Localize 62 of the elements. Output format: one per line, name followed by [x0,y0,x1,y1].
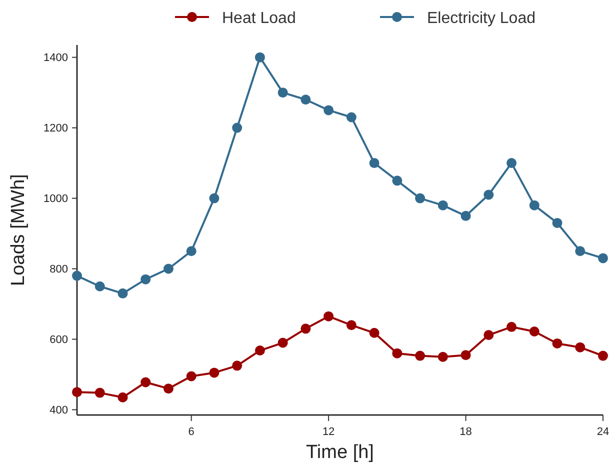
point [163,264,174,274]
point [186,371,196,382]
x-tick-label: 6 [188,426,194,438]
point [72,387,82,398]
point [484,190,494,200]
point [300,324,311,334]
point [529,326,540,336]
point [94,388,105,398]
point [254,346,265,356]
point [460,350,471,360]
point [186,246,196,256]
legend-label: Electricity Load [427,10,536,27]
y-tick-label: 400 [50,404,68,417]
point [346,320,356,330]
point [278,338,288,348]
point [506,322,517,332]
point [369,328,380,338]
x-tick-label: 12 [322,426,335,438]
point [552,218,562,228]
x-axis-title: Time [h] [306,442,374,463]
point [552,338,562,348]
x-tick-label: 18 [460,426,472,438]
point [575,246,586,256]
point [575,342,586,352]
point [369,158,380,168]
point [300,94,311,105]
point [484,330,494,340]
point [324,105,334,116]
point [506,158,517,168]
point [529,200,540,210]
point [415,350,426,361]
point [438,200,448,210]
point [392,176,402,186]
point [209,368,220,378]
y-tick-label: 800 [50,264,68,276]
point [72,270,82,281]
point [392,348,402,358]
point [598,350,608,361]
point [140,377,151,388]
point [324,311,334,322]
point [232,360,242,371]
y-tick-label: 1200 [44,122,68,135]
legend-label: Heat Load [222,10,296,27]
point [209,193,220,204]
point [140,274,151,284]
y-axis-title: Loads [MWh] [8,174,29,286]
point [460,210,471,221]
x-tick-label: 24 [596,426,610,438]
y-tick-label: 1000 [44,193,68,206]
point [415,193,426,204]
point [94,281,105,292]
y-tick-label: 1400 [44,52,68,64]
point [438,352,448,362]
point [598,253,608,264]
point [254,52,265,62]
point [346,112,356,122]
y-tick-label: 600 [50,334,68,346]
point [163,384,174,394]
point [118,392,128,402]
point [118,288,128,298]
point [278,88,288,98]
point [232,122,242,133]
